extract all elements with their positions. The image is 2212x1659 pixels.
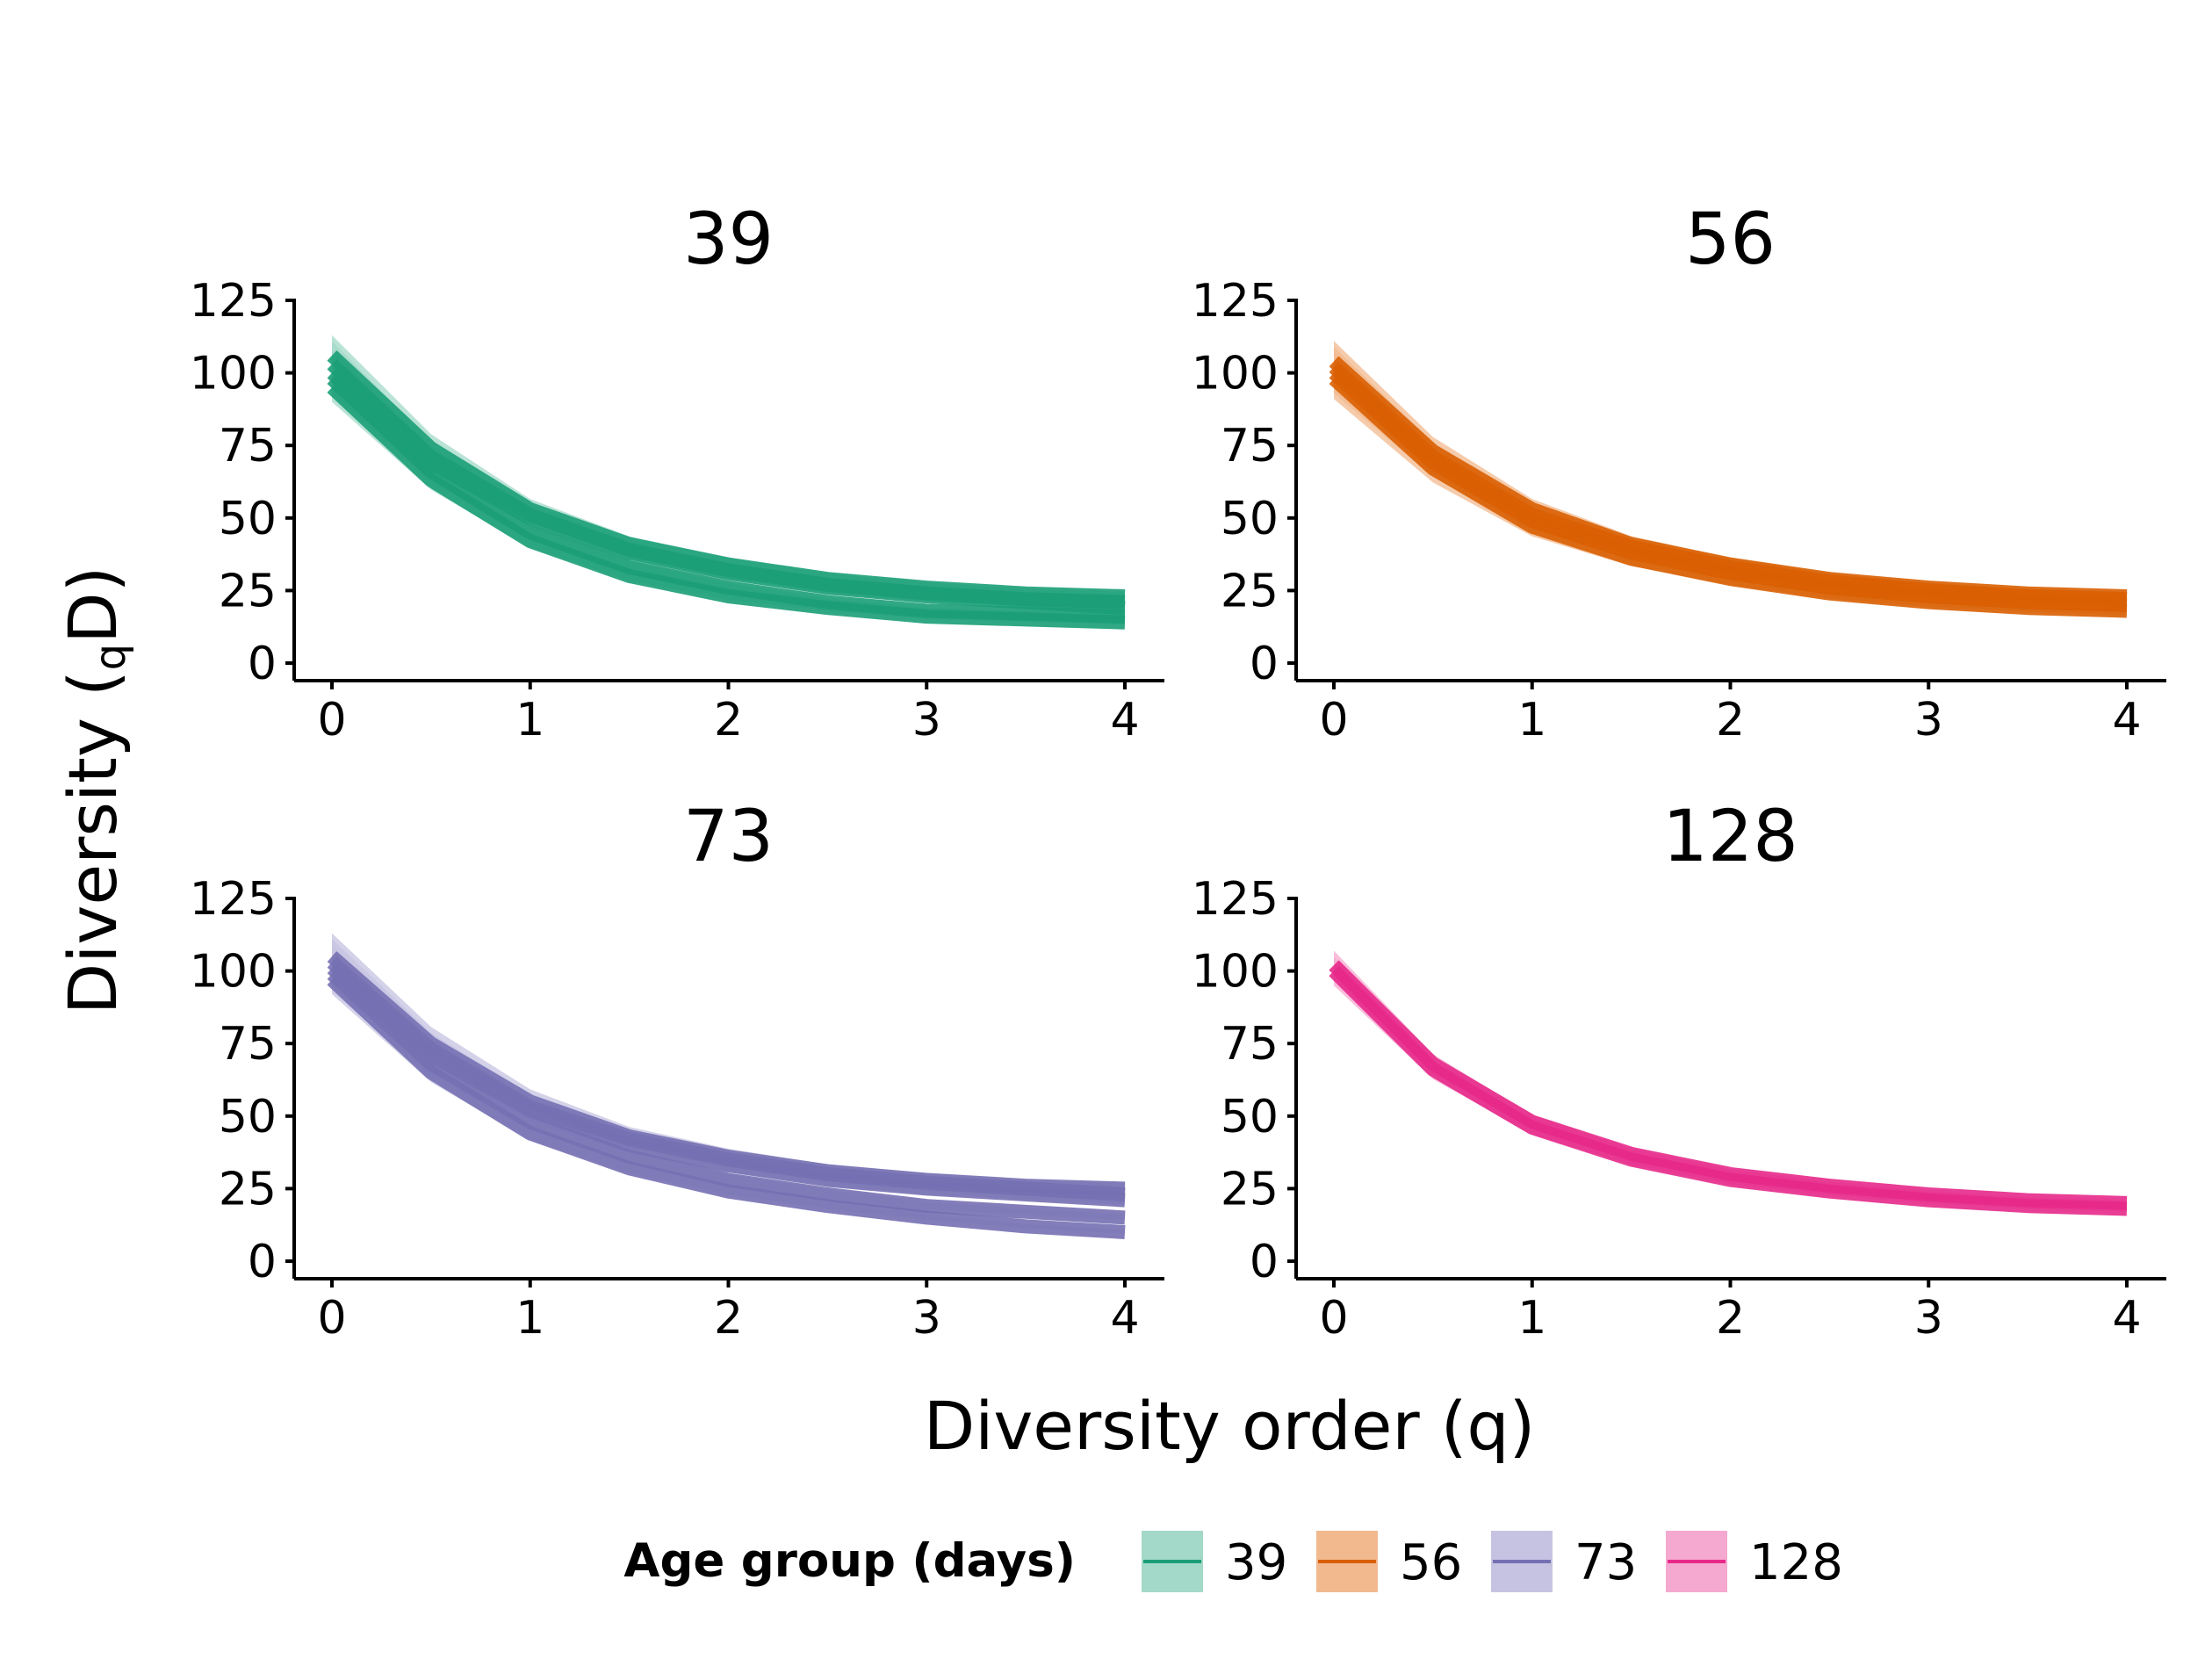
y-tick-label: 125	[1192, 275, 1279, 328]
x-tick-label: 0	[317, 1292, 346, 1345]
x-tick-label: 4	[2112, 694, 2141, 747]
x-tick-label: 1	[1517, 694, 1546, 747]
x-tick-label: 4	[2112, 1292, 2141, 1345]
series-line	[1329, 965, 2128, 1216]
y-tick-label: 75	[1221, 1018, 1279, 1071]
panel-title: 56	[1685, 198, 1776, 281]
legend-entry-56: 56	[1316, 1531, 1462, 1592]
panel-73: 73 0 25 50 75 100 125 0 1 2 3 4	[190, 796, 1164, 1345]
y-tick-label: 100	[190, 946, 277, 999]
y-tick-label: 100	[190, 348, 277, 400]
y-tick-label: 125	[190, 873, 277, 926]
series-line	[327, 382, 1126, 630]
x-tick-label: 3	[1914, 694, 1943, 747]
y-tick-label: 75	[1221, 420, 1279, 472]
legend-entry-128: 128	[1666, 1531, 1843, 1592]
y-tick-label: 0	[1250, 638, 1279, 690]
y-tick-label: 50	[219, 493, 277, 545]
y-tick-label: 25	[219, 1163, 277, 1215]
x-tick-label: 1	[515, 694, 544, 747]
y-tick-label: 25	[219, 565, 277, 617]
x-tick-label: 1	[1517, 1292, 1546, 1345]
y-tick-label: 75	[219, 420, 277, 472]
series-line	[327, 963, 1126, 1208]
y-tick-label: 50	[1221, 493, 1279, 545]
legend-label: 39	[1225, 1534, 1287, 1591]
x-tick-label: 0	[1319, 694, 1348, 747]
y-tick-label: 125	[1192, 873, 1279, 926]
legend-entry-73: 73	[1491, 1531, 1637, 1592]
x-tick-label: 1	[515, 1292, 544, 1345]
x-axis-title: Diversity order (q)	[924, 1387, 1536, 1465]
x-tick-label: 0	[317, 694, 346, 747]
legend: Age group (days) 39 56 73 128	[623, 1531, 1843, 1592]
legend-title: Age group (days)	[623, 1534, 1076, 1588]
panel-title: 73	[683, 796, 774, 878]
x-tick-label: 3	[912, 1292, 941, 1345]
panel-56: 56 0 25 50 75 100 125 0 1 2 3 4	[1192, 198, 2166, 747]
x-tick-label: 2	[714, 694, 743, 747]
series-line	[327, 367, 1126, 616]
y-axis-title-main: Diversity (	[54, 670, 132, 1014]
y-tick-label: 25	[1221, 1163, 1279, 1215]
y-axis-title-tail: D)	[54, 566, 132, 644]
panel-title: 128	[1662, 796, 1798, 878]
x-tick-label: 2	[1716, 694, 1745, 747]
series-line	[327, 968, 1126, 1225]
series-line	[1329, 373, 2128, 618]
y-tick-label: 125	[190, 275, 277, 328]
panel-39: 39 0 25 50 75 100 125 0 1 2 3 4	[190, 198, 1164, 747]
y-tick-label: 0	[248, 1236, 277, 1288]
y-axis-title-subscript: q	[86, 644, 135, 670]
y-tick-label: 25	[1221, 565, 1279, 617]
x-tick-label: 3	[912, 694, 941, 747]
y-axis-title: Diversity (qD)	[54, 566, 135, 1015]
series-line	[327, 974, 1126, 1239]
y-tick-label: 50	[219, 1091, 277, 1143]
y-tick-label: 100	[1192, 946, 1279, 999]
y-tick-label: 75	[219, 1018, 277, 1071]
panel-128: 128 0 25 50 75 100 125 0 1 2 3 4	[1192, 796, 2166, 1345]
x-tick-label: 4	[1110, 694, 1139, 747]
panel-title: 39	[683, 198, 774, 281]
x-tick-label: 4	[1110, 1292, 1139, 1345]
legend-label: 73	[1574, 1534, 1637, 1591]
y-tick-label: 0	[1250, 1236, 1279, 1288]
x-tick-label: 3	[1914, 1292, 1943, 1345]
y-tick-label: 0	[248, 638, 277, 690]
x-tick-label: 0	[1319, 1292, 1348, 1345]
x-tick-label: 2	[714, 1292, 743, 1345]
y-tick-label: 50	[1221, 1091, 1279, 1143]
x-tick-label: 2	[1716, 1292, 1745, 1345]
legend-label: 56	[1400, 1534, 1462, 1591]
legend-entry-39: 39	[1142, 1531, 1287, 1592]
y-tick-label: 100	[1192, 348, 1279, 400]
legend-label: 128	[1749, 1534, 1843, 1591]
